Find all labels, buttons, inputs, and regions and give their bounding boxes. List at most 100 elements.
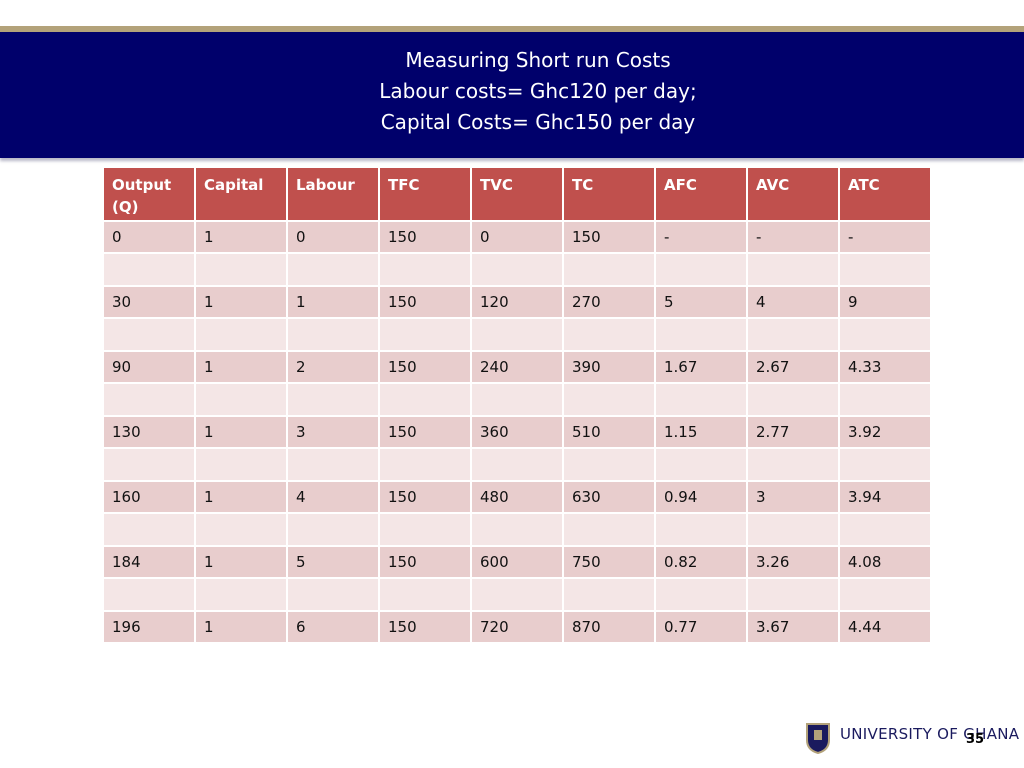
empty-cell	[838, 512, 932, 547]
cell: 2	[286, 350, 380, 384]
empty-cell	[378, 512, 472, 547]
empty-cell	[470, 252, 564, 287]
cell: 90	[102, 350, 196, 384]
cell: 3.67	[746, 610, 840, 644]
header-cell: ATC	[838, 166, 932, 222]
cell: 130	[102, 415, 196, 449]
cell: 150	[378, 415, 472, 449]
empty-cell	[194, 252, 288, 287]
cell: 1	[194, 220, 288, 254]
cell: 150	[378, 480, 472, 514]
empty-cell	[378, 447, 472, 482]
empty-cell	[102, 382, 196, 417]
data-row: 90 1 2 150 240 390 1.67 2.67 4.33	[102, 350, 932, 384]
empty-cell	[654, 382, 748, 417]
empty-cell	[746, 447, 840, 482]
cell: 720	[470, 610, 564, 644]
empty-cell	[194, 447, 288, 482]
empty-cell	[562, 382, 656, 417]
cell: 1	[194, 610, 288, 644]
empty-cell	[746, 252, 840, 287]
cell: 1.67	[654, 350, 748, 384]
cell: 4.44	[838, 610, 932, 644]
cell: 1	[286, 285, 380, 319]
empty-cell	[838, 382, 932, 417]
cell: 390	[562, 350, 656, 384]
empty-cell	[102, 252, 196, 287]
cell: 750	[562, 545, 656, 579]
empty-cell	[378, 317, 472, 352]
empty-cell	[102, 317, 196, 352]
empty-cell	[102, 512, 196, 547]
cell: 240	[470, 350, 564, 384]
cell: 3	[746, 480, 840, 514]
header-cell: TC	[562, 166, 656, 222]
cell: 870	[562, 610, 656, 644]
cost-table: Output (Q) Capital Labour TFC TVC TC AFC AVC ATC…	[102, 166, 932, 644]
cell: 150	[378, 285, 472, 319]
cell: 510	[562, 415, 656, 449]
institution: UNIVERSITY OF GHANA	[840, 725, 1020, 743]
spacer-row	[102, 317, 932, 352]
cell: 0	[102, 220, 196, 254]
cell: 270	[562, 285, 656, 319]
empty-cell	[562, 577, 656, 612]
title-line: Labour costs= Ghc120 per day;	[379, 79, 697, 103]
empty-cell	[286, 252, 380, 287]
cell: 1	[194, 415, 288, 449]
empty-cell	[470, 317, 564, 352]
header-cell: TVC	[470, 166, 564, 222]
cell: 2.77	[746, 415, 840, 449]
empty-cell	[838, 447, 932, 482]
cell: 6	[286, 610, 380, 644]
crest	[806, 723, 830, 754]
header-cell: TFC	[378, 166, 472, 222]
cell: 3	[286, 415, 380, 449]
empty-cell	[838, 577, 932, 612]
cell: -	[838, 220, 932, 254]
data-row: 196 1 6 150 720 870 0.77 3.67 4.44	[102, 610, 932, 644]
empty-cell	[562, 252, 656, 287]
empty-cell	[378, 382, 472, 417]
header-cell: Labour	[286, 166, 380, 222]
empty-cell	[654, 252, 748, 287]
cell: 184	[102, 545, 196, 579]
cell: 150	[378, 610, 472, 644]
empty-cell	[194, 317, 288, 352]
cell: 0.94	[654, 480, 748, 514]
empty-cell	[654, 317, 748, 352]
spacer-row	[102, 577, 932, 612]
cell: 1	[194, 285, 288, 319]
cell: 4.33	[838, 350, 932, 384]
header-cell: AVC	[746, 166, 840, 222]
cell: 4	[746, 285, 840, 319]
cell: 4.08	[838, 545, 932, 579]
empty-cell	[286, 447, 380, 482]
cell: 5	[286, 545, 380, 579]
cell: 2.67	[746, 350, 840, 384]
cell: 630	[562, 480, 656, 514]
cell: 9	[838, 285, 932, 319]
spacer-row	[102, 447, 932, 482]
empty-cell	[562, 512, 656, 547]
empty-cell	[194, 577, 288, 612]
cell: 3.94	[838, 480, 932, 514]
empty-cell	[470, 577, 564, 612]
empty-cell	[654, 577, 748, 612]
empty-cell	[746, 317, 840, 352]
data-row: 30 1 1 150 120 270 5 4 9	[102, 285, 932, 319]
cell: -	[746, 220, 840, 254]
cell: 160	[102, 480, 196, 514]
empty-cell	[654, 447, 748, 482]
empty-cell	[286, 512, 380, 547]
empty-cell	[378, 252, 472, 287]
cell: 3.26	[746, 545, 840, 579]
empty-cell	[746, 577, 840, 612]
cell: -	[654, 220, 748, 254]
empty-cell	[838, 317, 932, 352]
empty-cell	[470, 512, 564, 547]
empty-cell	[654, 512, 748, 547]
cell: 150	[378, 350, 472, 384]
cell: 1	[194, 480, 288, 514]
